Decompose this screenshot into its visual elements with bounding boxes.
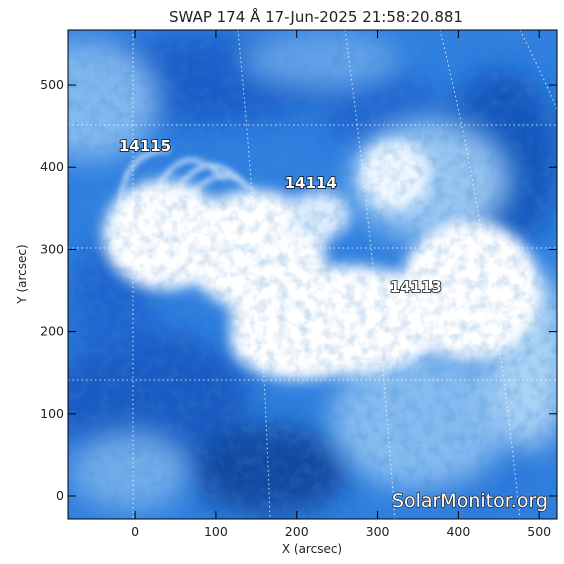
x-tick-label: 300 xyxy=(366,524,390,539)
y-tick-label: 300 xyxy=(40,241,64,256)
y-axis: 0 100 200 300 400 500 xyxy=(40,77,557,503)
active-region-label-14114: 14114 xyxy=(285,174,337,192)
plot-frame xyxy=(67,29,558,520)
y-tick-label: 0 xyxy=(56,488,64,503)
y-tick-label: 100 xyxy=(40,406,64,421)
x-tick-label: 400 xyxy=(446,524,470,539)
y-tick-label: 500 xyxy=(40,77,64,92)
x-tick-label: 200 xyxy=(285,524,309,539)
x-axis-label: X (arcsec) xyxy=(282,542,342,556)
y-tick-label: 200 xyxy=(40,324,64,339)
active-region-label-14115: 14115 xyxy=(119,137,171,155)
x-tick-label: 100 xyxy=(204,524,228,539)
x-tick-label: 0 xyxy=(131,524,139,539)
x-tick-label: 500 xyxy=(527,524,551,539)
active-region-labels: 14115 14114 14113 xyxy=(118,136,443,297)
solar-image xyxy=(68,30,557,519)
image-title: SWAP 174 Å 17-Jun-2025 21:58:20.881 xyxy=(169,7,463,26)
y-axis-label: Y (arcsec) xyxy=(15,244,29,304)
x-axis: 0 100 200 300 400 500 xyxy=(131,30,551,539)
active-region-label-14113: 14113 xyxy=(390,278,442,296)
watermark: SolarMonitor.org xyxy=(392,490,548,512)
y-tick-label: 400 xyxy=(40,159,64,174)
